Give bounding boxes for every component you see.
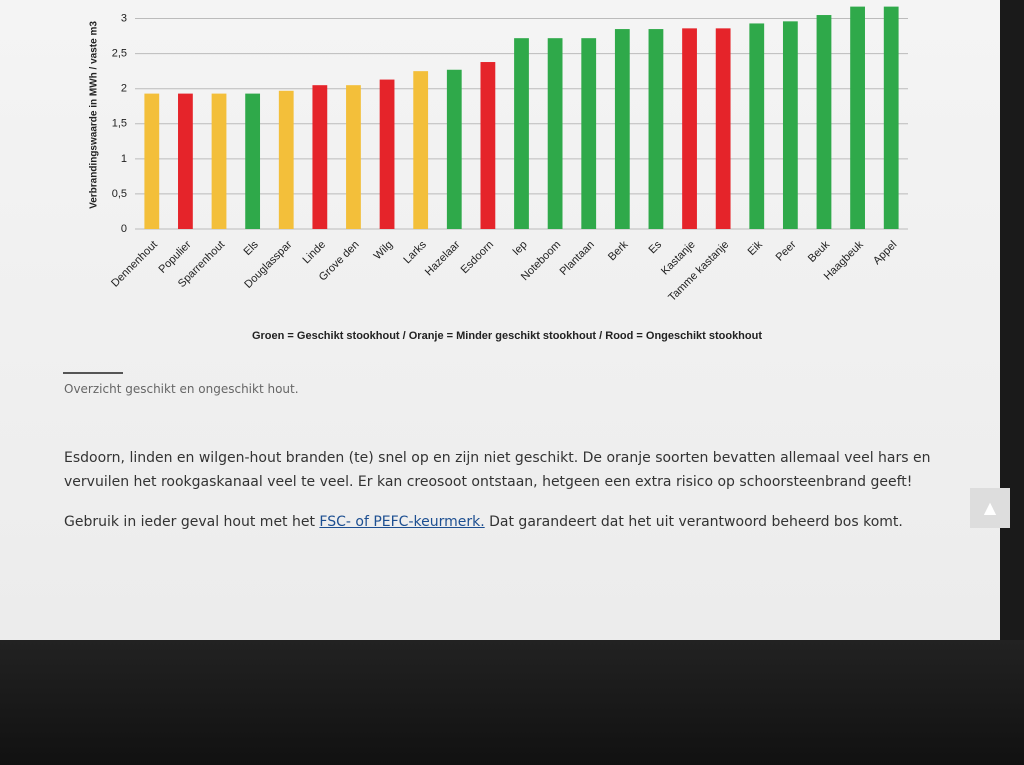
bar bbox=[581, 38, 597, 230]
text: Esdoorn, linden en wilgen-hout branden (… bbox=[64, 450, 931, 490]
x-tick-label: Hazelaar bbox=[423, 238, 463, 278]
x-tick-label: Peer bbox=[774, 238, 799, 263]
paragraph: Esdoorn, linden en wilgen-hout branden (… bbox=[64, 446, 944, 494]
bar bbox=[648, 29, 664, 229]
caption: Overzicht geschikt en ongeschikt hout. bbox=[64, 382, 299, 396]
y-tick-label: 1 bbox=[121, 153, 127, 165]
bar bbox=[614, 29, 630, 229]
bar bbox=[547, 38, 563, 230]
x-tick-label: Esdoorn bbox=[459, 239, 496, 276]
bar bbox=[144, 93, 160, 229]
x-tick-label: Berk bbox=[606, 238, 631, 263]
bar bbox=[850, 6, 865, 230]
bar bbox=[480, 62, 496, 230]
y-axis-label: Verbrandingswaarde in MWh / vaste m3 bbox=[89, 21, 100, 209]
x-tick-label: Es bbox=[647, 238, 665, 256]
paragraph: Gebruik in ieder geval hout met het FSC-… bbox=[64, 510, 944, 534]
y-tick-label: 0 bbox=[121, 223, 127, 235]
bar bbox=[446, 69, 462, 230]
bar bbox=[211, 93, 227, 229]
x-tick-label: Tamme kastanje bbox=[666, 239, 731, 304]
x-tick-label: Plantaan bbox=[558, 239, 597, 278]
x-tick-label: Eik bbox=[746, 238, 766, 258]
x-tick-label: Beuk bbox=[806, 238, 833, 265]
x-tick-label: Els bbox=[242, 238, 262, 258]
bar bbox=[782, 21, 798, 229]
x-tick-label: Wilg bbox=[372, 239, 396, 263]
y-tick-label: 1,5 bbox=[112, 118, 127, 130]
bar bbox=[749, 23, 765, 229]
bar bbox=[245, 93, 261, 229]
bar bbox=[514, 38, 529, 230]
x-tick-label: Dennenhout bbox=[109, 239, 160, 290]
y-tick-label: 2 bbox=[121, 83, 127, 95]
y-tick-label: 2,5 bbox=[112, 48, 127, 60]
bar bbox=[178, 93, 193, 229]
scroll-top-button[interactable]: ▲ bbox=[970, 488, 1010, 528]
chart: Verbrandingswaarde in MWh / vaste m3 Gro… bbox=[89, 6, 908, 342]
screen: Overzicht geschikt en ongeschikt hout. E… bbox=[0, 0, 1010, 640]
legend-note: Groen = Geschikt stookhout / Oranje = Mi… bbox=[252, 330, 762, 342]
x-tick-label: Linde bbox=[301, 239, 329, 267]
bar bbox=[883, 6, 899, 230]
bar bbox=[413, 71, 429, 230]
y-tick-label: 0,5 bbox=[112, 188, 127, 200]
text: Dat garandeert dat het uit verantwoord b… bbox=[484, 514, 903, 530]
caption-rule bbox=[63, 372, 123, 374]
bar bbox=[379, 79, 395, 229]
screen-bezel bbox=[0, 640, 1024, 765]
x-tick-label: Iep bbox=[510, 239, 529, 258]
link[interactable]: FSC- of PEFC-keurmerk. bbox=[319, 514, 485, 530]
x-tick-label: Appel bbox=[871, 239, 899, 267]
bar bbox=[346, 85, 361, 229]
bar bbox=[682, 28, 697, 229]
bar bbox=[816, 15, 832, 230]
bar bbox=[715, 28, 731, 229]
y-tick-label: 3 bbox=[121, 12, 127, 24]
x-tick-label: Larks bbox=[401, 238, 429, 266]
bar bbox=[312, 85, 328, 229]
bar bbox=[278, 90, 294, 229]
text: Gebruik in ieder geval hout met het bbox=[64, 514, 320, 530]
